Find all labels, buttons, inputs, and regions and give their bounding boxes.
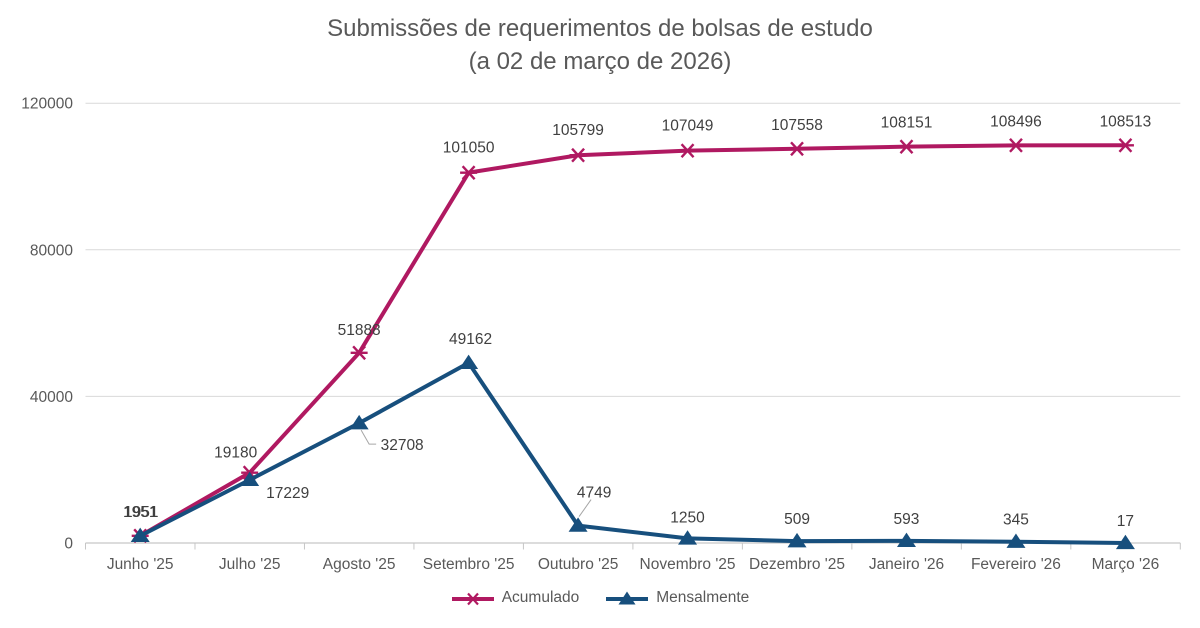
x-axis-label: Setembro '25 [423,556,515,573]
x-axis-label: Janeiro '26 [869,556,944,573]
acumulado-marker [1118,137,1133,153]
label-leader-line [360,429,377,445]
data-label: 108496 [990,113,1042,130]
legend-asterisk-marker [466,592,479,606]
acumulado-marker [1009,138,1023,153]
acumulado-marker [790,141,804,157]
mensalmente-line-marker-icon [606,591,649,605]
data-label: 4749 [577,485,611,502]
mensalmente-marker [896,532,916,548]
chart-title: Submissões de requerimentos de bolsas de… [0,12,1200,78]
acumulado-marker [352,345,367,361]
mensalmente-marker [568,517,588,532]
data-label: 17 [1117,513,1134,530]
x-axis-label: Agosto '25 [323,556,396,573]
data-label: 105799 [552,122,604,139]
data-label: 51888 [338,322,381,339]
label-leader-line [578,499,592,517]
data-label: 107558 [771,117,823,134]
x-axis-label: Junho '25 [107,556,174,573]
data-label: 107049 [662,118,714,135]
y-axis-label: 0 [64,536,73,553]
mensalmente-line [139,360,1126,545]
data-label: 1250 [670,509,705,526]
legend-label-acumulado: Acumulado [501,589,580,606]
acumulado-line [139,143,1126,538]
legend-triangle-marker [618,591,636,605]
data-label: 108151 [881,115,933,132]
data-label: 509 [784,511,810,528]
x-axis-label: Novembro '25 [640,556,736,573]
acumulado-line-marker-icon [451,592,494,606]
acumulado-marker [680,143,695,158]
x-axis-label: Dezembro '25 [749,556,845,573]
x-axis-label: Julho '25 [219,556,281,573]
data-label: 101050 [443,140,495,157]
y-axis-label: 80000 [30,242,73,259]
legend-label-mensalmente: Mensalmente [656,589,750,606]
chart-title-line1: Submissões de requerimentos de bolsas de… [327,15,873,42]
data-label: 1951 [123,504,157,521]
legend-item-acumulado: Acumulado [451,589,580,607]
data-label: 593 [894,511,920,528]
chart-title-line2: (a 02 de março de 2026) [468,48,732,75]
acumulado-marker [899,139,914,154]
mensalmente-marker [349,414,369,430]
y-axis-label: 40000 [30,389,73,406]
acumulado-marker [571,147,585,163]
data-label: 108513 [1100,113,1152,130]
mensalmente-marker [130,527,150,543]
data-label: 32708 [381,437,424,454]
mensalmente-marker [459,354,479,370]
x-axis-label: Outubro '25 [538,556,619,573]
legend-item-mensalmente: Mensalmente [605,589,749,607]
data-label: 345 [1003,512,1029,529]
data-label: 17229 [266,485,309,502]
mensalmente-marker [1006,533,1026,548]
mensalmente-marker [678,530,698,545]
mensalmente-marker [787,532,807,548]
chart-legend: Acumulado Mensalmente [0,589,1200,607]
mensalmente-marker [1115,534,1135,550]
mensalmente-marker [240,471,260,487]
y-axis-label: 120000 [21,96,73,113]
data-label: 49162 [449,331,492,348]
data-label: 1951 [124,504,158,521]
data-label: 19180 [214,445,257,462]
x-axis-label: Março '26 [1092,556,1160,573]
acumulado-marker [461,165,476,180]
x-axis-label: Fevereiro '26 [971,556,1061,573]
